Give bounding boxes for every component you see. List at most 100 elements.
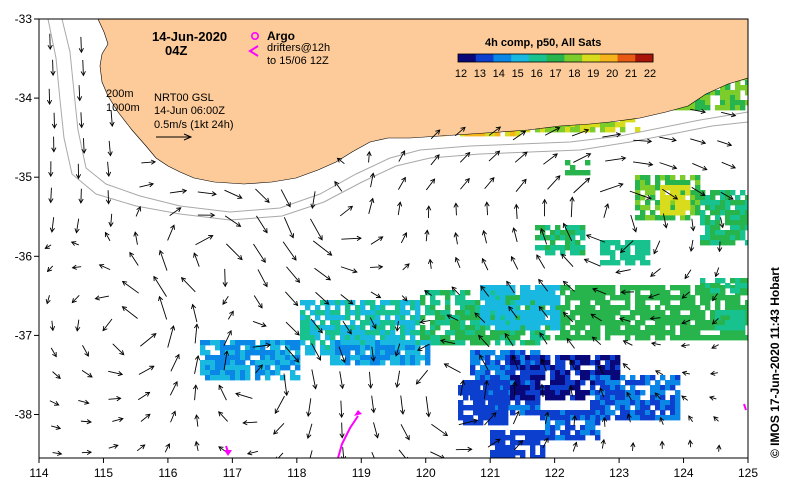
sst-pixel — [575, 310, 580, 315]
sst-pixel — [505, 365, 510, 370]
sst-pixel — [530, 385, 535, 390]
sst-pixel — [655, 185, 660, 190]
sst-pixel — [610, 390, 615, 395]
sst-pixel — [595, 375, 600, 380]
sst-pixel — [488, 405, 493, 410]
sst-pixel — [465, 300, 470, 305]
sst-pixel — [495, 295, 500, 300]
sst-pixel — [520, 365, 525, 370]
sst-pixel — [555, 355, 560, 360]
sst-pixel — [505, 350, 510, 355]
sst-pixel — [605, 250, 610, 255]
sst-pixel — [260, 370, 265, 375]
sst-pixel — [735, 295, 740, 300]
sst-pixel — [360, 360, 365, 365]
sst-pixel — [445, 335, 450, 340]
sst-pixel — [615, 330, 620, 335]
sst-pixel — [580, 410, 585, 415]
sst-pixel — [385, 310, 390, 315]
sst-pixel — [595, 300, 600, 305]
sst-pixel — [545, 385, 550, 390]
sst-pixel — [500, 325, 505, 330]
sst-pixel — [495, 430, 500, 435]
sst-pixel — [545, 425, 550, 430]
sst-pixel — [645, 325, 650, 330]
sst-pixel — [615, 375, 620, 380]
sst-pixel — [560, 375, 565, 380]
sst-pixel — [710, 240, 715, 245]
sst-pixel — [295, 345, 300, 350]
sst-pixel — [515, 325, 520, 330]
sst-pixel — [615, 245, 620, 250]
sst-pixel — [570, 425, 575, 430]
sst-pixel — [660, 200, 665, 205]
sst-pixel — [503, 380, 508, 385]
sst-pixel — [520, 310, 525, 315]
sst-pixel — [665, 210, 670, 215]
sst-pixel — [640, 210, 645, 215]
sst-pixel — [725, 235, 730, 240]
sst-pixel — [560, 390, 565, 395]
sst-pixel — [700, 283, 705, 288]
sst-pixel — [475, 375, 480, 380]
sst-pixel — [695, 195, 700, 200]
sst-pixel — [515, 385, 520, 390]
sst-pixel — [335, 355, 340, 360]
sst-pixel — [220, 370, 225, 375]
sst-pixel — [555, 315, 560, 320]
sst-pixel — [525, 290, 530, 295]
sst-pixel — [390, 335, 395, 340]
sst-pixel — [200, 370, 205, 375]
sst-pixel — [540, 430, 545, 435]
sst-pixel — [510, 365, 515, 370]
sst-pixel — [550, 305, 555, 310]
sst-pixel — [235, 360, 240, 365]
sst-pixel — [690, 195, 695, 200]
sst-pixel — [410, 345, 415, 350]
sst-pixel — [550, 320, 555, 325]
sst-pixel — [355, 360, 360, 365]
sst-pixel — [590, 410, 595, 415]
sst-pixel — [585, 360, 590, 365]
sst-pixel — [420, 315, 425, 320]
sst-pixel — [300, 300, 305, 305]
sst-pixel — [310, 325, 315, 330]
sst-pixel — [555, 320, 560, 325]
sst-pixel — [575, 170, 580, 175]
sst-pixel — [610, 295, 615, 300]
sst-pixel — [690, 175, 695, 180]
sst-pixel — [715, 215, 720, 220]
sst-pixel — [605, 240, 610, 245]
sst-pixel — [570, 295, 575, 300]
sst-pixel — [670, 320, 675, 325]
sst-pixel — [385, 315, 390, 320]
sst-pixel — [605, 300, 610, 305]
sst-pixel — [270, 340, 275, 345]
sst-pixel — [565, 375, 570, 380]
sst-pixel — [585, 420, 590, 425]
sst-pixel — [625, 380, 630, 385]
sst-pixel — [375, 305, 380, 310]
sst-pixel — [710, 190, 715, 195]
sst-pixel — [540, 290, 545, 295]
sst-pixel — [740, 335, 745, 340]
sst-pixel — [550, 430, 555, 435]
sst-pixel — [635, 310, 640, 315]
sst-pixel — [290, 370, 295, 375]
sst-pixel — [680, 300, 685, 305]
sst-pixel — [420, 340, 425, 345]
sst-pixel — [640, 295, 645, 300]
sst-pixel — [605, 360, 610, 365]
sst-pixel — [680, 305, 685, 310]
sst-pixel — [620, 400, 625, 405]
sst-pixel — [590, 325, 595, 330]
sst-pixel — [530, 300, 535, 305]
sst-pixel — [365, 330, 370, 335]
sst-pixel — [645, 400, 650, 405]
sst-pixel — [695, 330, 700, 335]
sst-pixel — [260, 340, 265, 345]
sst-pixel — [730, 330, 735, 335]
sst-pixel — [470, 370, 475, 375]
sst-pixel — [520, 290, 525, 295]
sst-pixel — [715, 220, 720, 225]
